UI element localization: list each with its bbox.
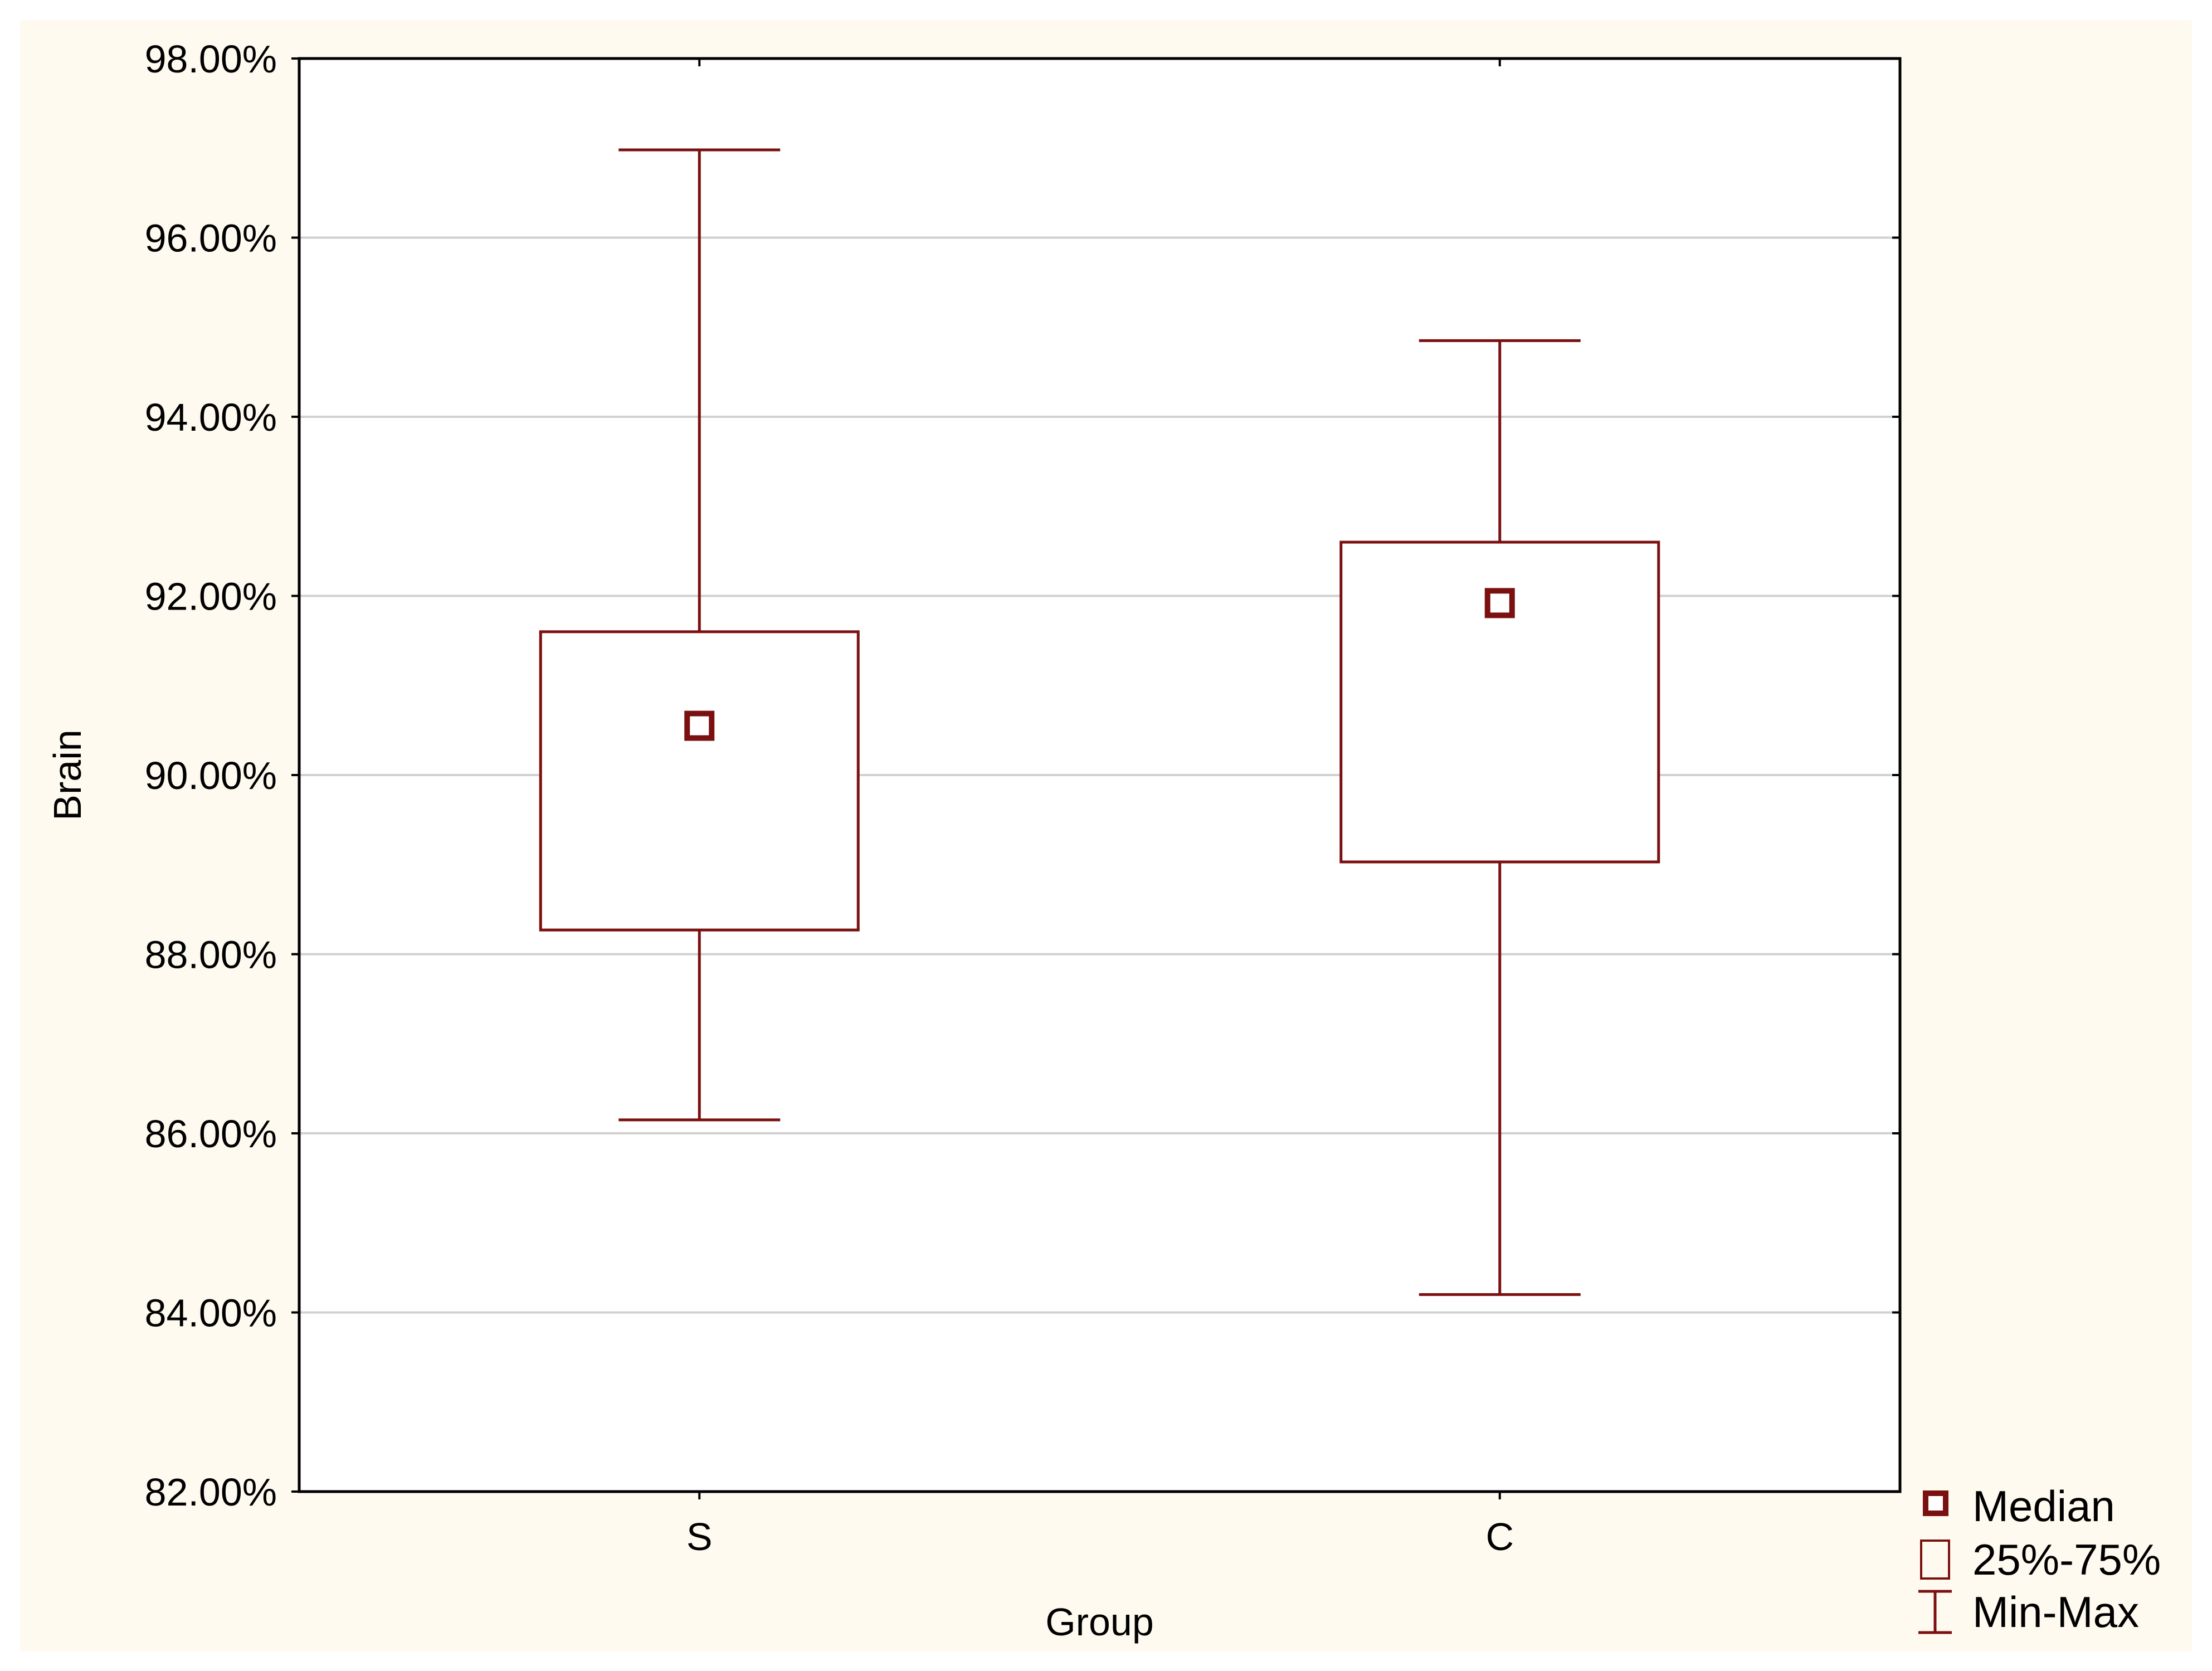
median-marker <box>684 710 715 741</box>
box-group-s <box>539 148 860 1122</box>
y-tick-label: 98.00% <box>145 37 277 81</box>
median-marker <box>1484 588 1515 618</box>
y-tick-label: 96.00% <box>145 217 277 260</box>
y-tick-label: 82.00% <box>145 1470 277 1514</box>
x-tick-label: C <box>1485 1515 1514 1558</box>
y-axis-label: Brain <box>46 729 89 820</box>
iqr-box <box>539 630 860 932</box>
plot-border <box>298 57 1902 1493</box>
y-axis-ticks: 82.00% 84.00% 86.00% 88.00% 90.00% 92.00% 94.0… <box>145 37 1900 1514</box>
y-tick-label: 86.00% <box>145 1112 277 1156</box>
x-axis-label: Group <box>1045 1600 1154 1644</box>
box-group-c <box>1339 339 1660 1296</box>
y-tick-label: 94.00% <box>145 396 277 439</box>
x-tick-label: S <box>686 1515 713 1558</box>
legend-box-label: 25%-75% <box>1972 1535 2161 1584</box>
legend-whisker-label: Min-Max <box>1972 1587 2139 1636</box>
legend-whisker-icon <box>1918 1590 1952 1634</box>
y-tick-label: 92.00% <box>145 575 277 618</box>
legend-median-label: Median <box>1972 1482 2115 1531</box>
box-series <box>539 148 1660 1296</box>
legend-box-icon <box>1920 1540 1950 1580</box>
y-tick-label: 84.00% <box>145 1292 277 1335</box>
y-tick-label: 88.00% <box>145 933 277 977</box>
y-tick-label: 90.00% <box>145 754 277 797</box>
legend-median-icon <box>1923 1490 1948 1516</box>
legend: Median 25%-75% Min-Max <box>1918 1482 2161 1636</box>
